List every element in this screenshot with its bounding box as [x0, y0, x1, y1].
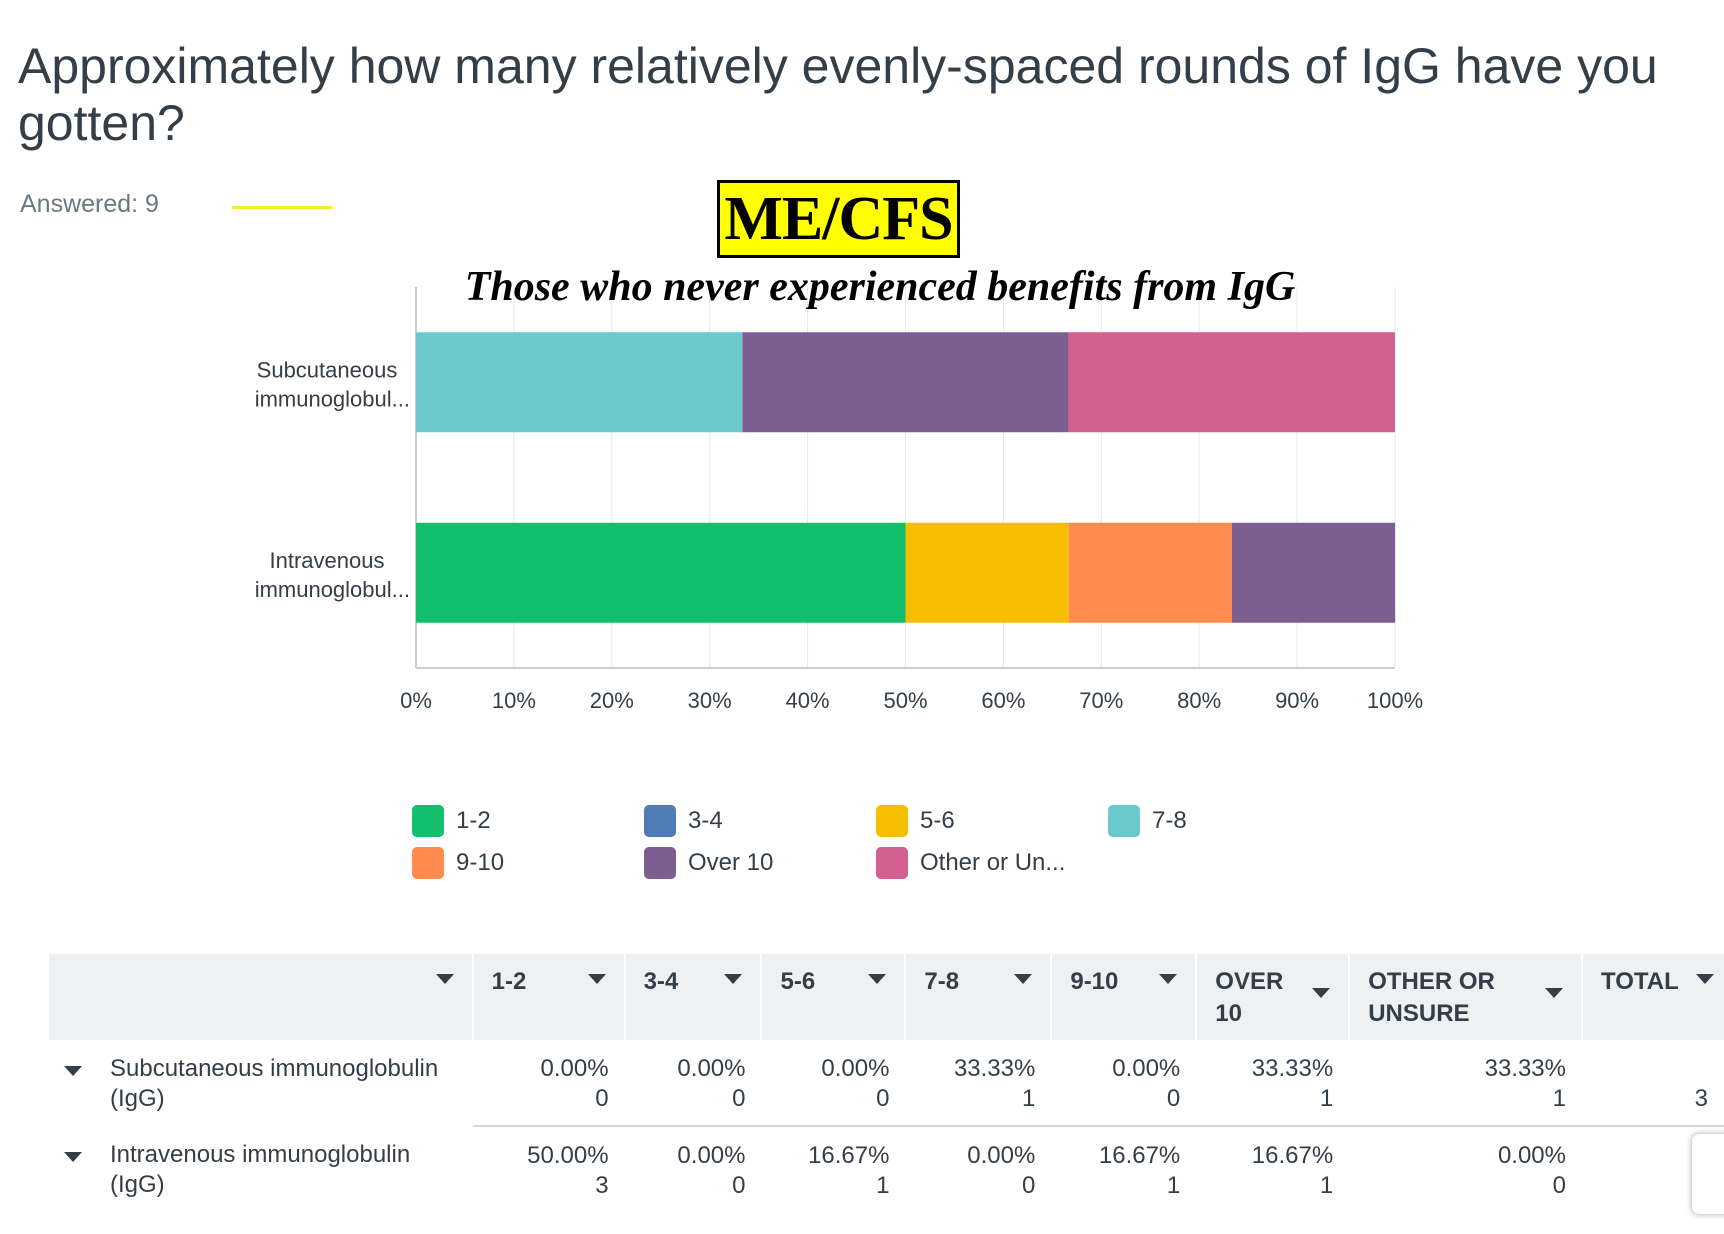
legend-swatch	[876, 847, 908, 879]
legend-swatch	[876, 805, 908, 837]
data-cell: 50.00% 3	[472, 1125, 625, 1212]
stacked-bar-chart: 0% 10% 20% 30% 40% 50% 60% 70% 80% 90% 100% Subcuta…	[255, 287, 1423, 713]
x-tick-label: 20%	[590, 688, 634, 713]
data-cell: 33.33% 1	[1251, 1055, 1334, 1112]
y-category-label: Subcutaneous immunoglobul...	[255, 357, 410, 411]
header-other-or-unsure[interactable]: OTHER OR UNSURE	[1348, 954, 1582, 1040]
legend-item[interactable]: 3-4	[644, 805, 723, 837]
header-9-10[interactable]: 9-10	[1050, 954, 1197, 1040]
sort-caret-icon[interactable]	[587, 974, 606, 984]
bar-segment	[416, 332, 743, 433]
legend-item[interactable]: 5-6	[876, 805, 955, 837]
overlay-caption: Those who never experienced benefits fro…	[464, 264, 1296, 310]
row-label-cell: Subcutaneous immunoglobulin (IgG)	[48, 1040, 473, 1126]
sort-caret-icon[interactable]	[1545, 988, 1563, 998]
sort-caret-icon[interactable]	[1696, 974, 1714, 984]
header-over-10[interactable]: OVER 10	[1195, 954, 1350, 1040]
bar-segment	[1231, 522, 1396, 623]
legend-label: Over 10	[688, 849, 774, 876]
data-cell: 0.00% 0	[1112, 1055, 1181, 1112]
bar-segment	[742, 332, 1069, 433]
header-1-2[interactable]: 1-2	[471, 954, 625, 1040]
x-tick-label: 0%	[400, 688, 432, 713]
legend-item[interactable]: 7-8	[1108, 805, 1187, 837]
sort-caret-icon[interactable]	[868, 974, 887, 984]
legend-label: 3-4	[688, 807, 723, 834]
legend-swatch	[644, 847, 676, 879]
header-3-4[interactable]: 3-4	[623, 954, 762, 1040]
x-tick-label: 40%	[786, 688, 830, 713]
x-tick-label: 80%	[1177, 688, 1221, 713]
question-title: Approximately how many relatively evenly…	[18, 38, 1658, 151]
expand-caret-icon[interactable]	[64, 1152, 82, 1162]
row-label: Intravenous immunoglobulin (IgG)	[110, 1141, 411, 1198]
header-7-8[interactable]: 7-8	[904, 954, 1052, 1040]
sort-caret-icon[interactable]	[435, 974, 454, 984]
legend-swatch	[1108, 805, 1140, 837]
legend-item[interactable]: Other or Un...	[876, 847, 1065, 879]
table-row: Subcutaneous immunoglobulin (IgG) 0.00% 0…	[48, 1040, 1724, 1126]
sort-caret-icon[interactable]	[1159, 974, 1178, 984]
data-cell: 0.00% 0	[677, 1055, 746, 1112]
bar-segment	[416, 522, 906, 623]
data-cell: 0.00% 0	[1349, 1125, 1582, 1212]
header-5-6[interactable]: 5-6	[760, 954, 906, 1040]
legend-label: 5-6	[920, 807, 955, 834]
legend-label: Other or Un...	[920, 849, 1066, 876]
expand-caret-icon[interactable]	[64, 1066, 82, 1076]
y-category-label: Intravenous immunoglobul...	[255, 548, 410, 602]
header-total[interactable]: TOTAL	[1581, 954, 1724, 1040]
legend-label: 9-10	[456, 849, 505, 876]
legend-swatch	[412, 847, 444, 879]
bar-segment	[905, 522, 1069, 623]
legend-swatch	[644, 805, 676, 837]
row-label-cell: Intravenous immunoglobulin (IgG)	[48, 1126, 473, 1212]
results-table: 1-2 3-4 5-6 7-8 9-10 OVER 10 OTHER OR UN…	[47, 954, 1724, 1212]
answered-count: Answered: 9	[20, 190, 159, 218]
legend-label: 1-2	[456, 807, 491, 834]
x-tick-label: 30%	[688, 688, 732, 713]
sort-caret-icon[interactable]	[1014, 974, 1033, 984]
x-tick-label: 10%	[492, 688, 536, 713]
data-cell: 33.33% 1	[953, 1055, 1036, 1112]
data-cell: 16.67% 1	[1196, 1125, 1350, 1212]
data-cell: 33.33% 1	[1484, 1055, 1566, 1112]
bar-segment	[1068, 522, 1232, 623]
data-cell: 0.00% 0	[821, 1055, 890, 1112]
total-cell: 3	[1694, 1085, 1708, 1112]
legend-swatch	[412, 805, 444, 837]
x-tick-label: 90%	[1275, 688, 1319, 713]
x-tick-label: 50%	[883, 688, 927, 713]
legend-item[interactable]: 9-10	[412, 847, 504, 879]
data-cell: 16.67% 1	[1051, 1125, 1197, 1212]
table-row: Intravenous immunoglobulin (IgG) 50.00% 3…	[48, 1125, 1724, 1212]
legend-item[interactable]: 1-2	[412, 805, 491, 837]
x-tick-label: 60%	[981, 688, 1025, 713]
legend-label: 7-8	[1152, 807, 1187, 834]
table-header-row: 1-2 3-4 5-6 7-8 9-10 OVER 10 OTHER OR UN…	[47, 954, 1724, 1040]
redaction-mark	[232, 206, 332, 209]
legend-item[interactable]: Over 10	[644, 847, 773, 879]
sort-caret-icon[interactable]	[724, 974, 743, 984]
sort-caret-icon[interactable]	[1312, 988, 1331, 998]
bar-segment	[1068, 332, 1395, 433]
data-cell: 0.00% 0	[624, 1125, 762, 1212]
row-label: Subcutaneous immunoglobulin (IgG)	[110, 1055, 439, 1112]
x-tick-label: 100%	[1367, 688, 1423, 713]
x-tick-label: 70%	[1079, 688, 1123, 713]
overlay-badge: ME/CFS	[717, 180, 960, 258]
data-cell: 0.00% 0	[905, 1125, 1052, 1212]
header-label-column[interactable]	[47, 954, 473, 1040]
data-cell: 16.67% 1	[761, 1125, 906, 1212]
scroll-to-top-button[interactable]	[1691, 1133, 1724, 1215]
data-cell: 0.00% 0	[540, 1055, 609, 1112]
